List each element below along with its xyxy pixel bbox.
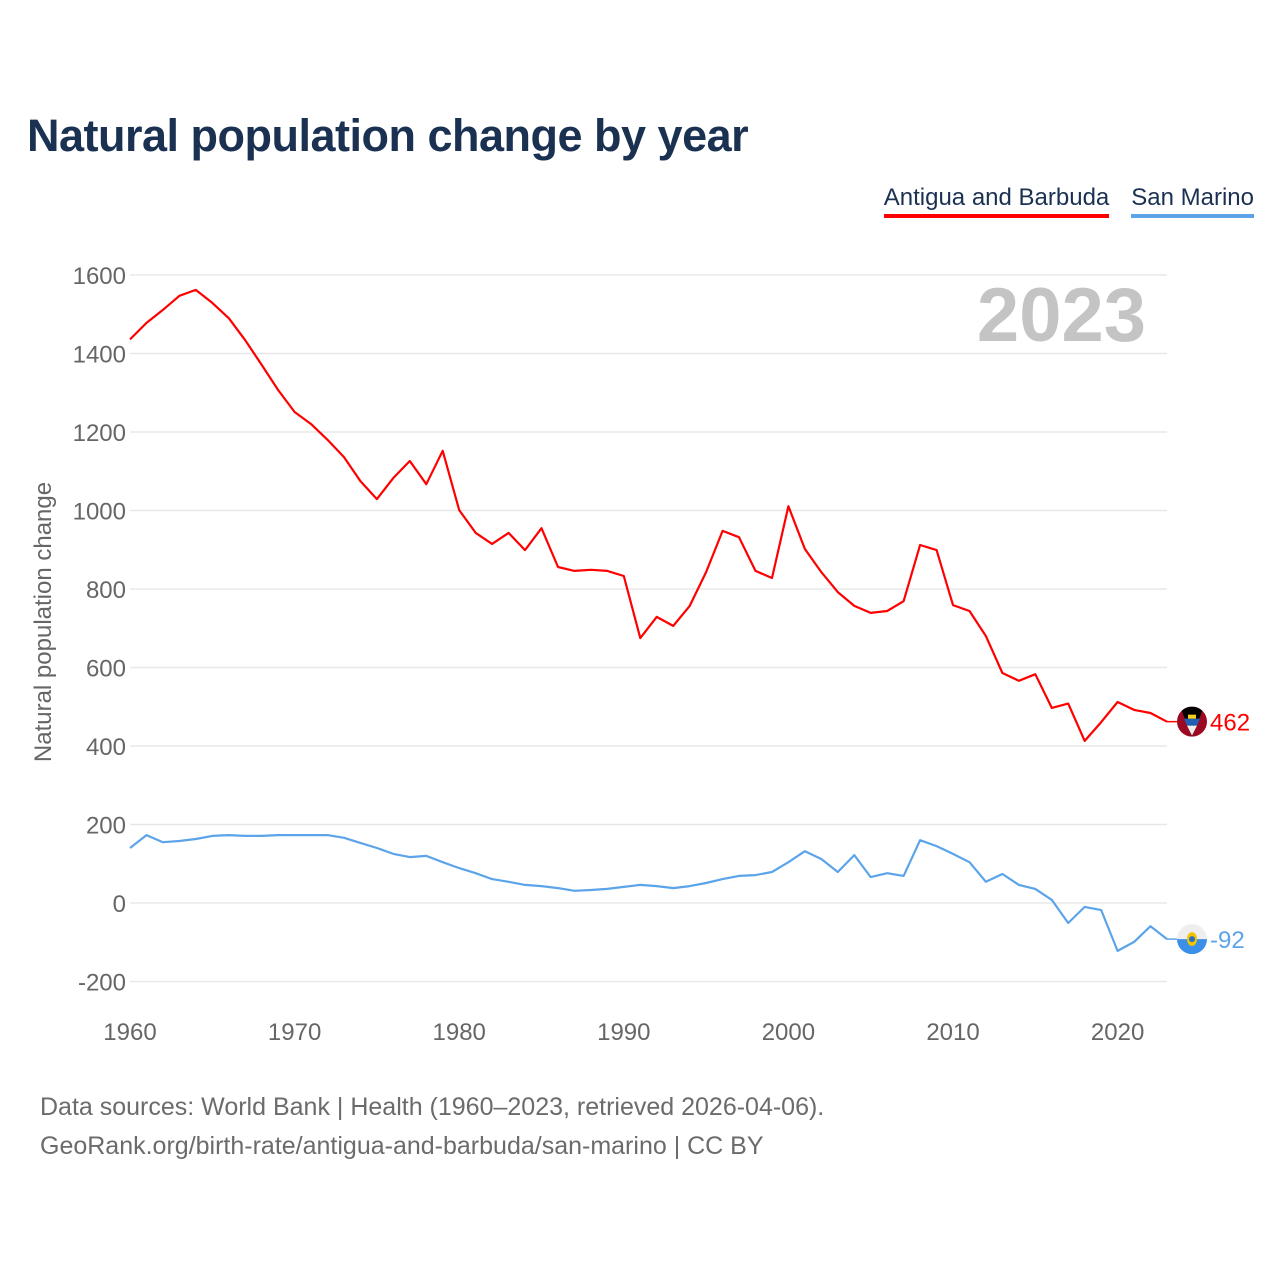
source-note: Data sources: World Bank | Health (1960–… bbox=[40, 1088, 824, 1166]
year-watermark: 2023 bbox=[977, 273, 1146, 358]
legend-item-antigua-and-barbuda[interactable]: Antigua and Barbuda bbox=[883, 184, 1110, 218]
y-tick-label: -200 bbox=[78, 970, 126, 997]
y-tick-label: 1000 bbox=[73, 499, 126, 526]
x-tick-label: 1990 bbox=[597, 1019, 650, 1046]
y-tick-label: 800 bbox=[86, 577, 126, 604]
source-line-1: Data sources: World Bank | Health (1960–… bbox=[40, 1093, 825, 1121]
legend-item-san-marino[interactable]: San Marino bbox=[1131, 184, 1254, 218]
end-value-label: -92 bbox=[1210, 927, 1245, 954]
series-line-san-marino bbox=[129, 833, 1168, 953]
antigua-flag-icon bbox=[1177, 706, 1207, 737]
y-tick-label: 0 bbox=[113, 891, 126, 918]
x-tick-label: 2000 bbox=[762, 1019, 815, 1046]
y-tick-label: 1400 bbox=[73, 342, 126, 369]
end-value-label: 462 bbox=[1210, 710, 1250, 737]
source-line-2[interactable]: GeoRank.org/birth-rate/antigua-and-barbu… bbox=[40, 1132, 764, 1160]
x-tick-label: 2010 bbox=[926, 1019, 979, 1046]
x-tick-label: 1960 bbox=[103, 1019, 156, 1046]
y-tick-label: 200 bbox=[86, 813, 126, 840]
x-tick-label: 2020 bbox=[1091, 1019, 1144, 1046]
x-tick-label: 1970 bbox=[268, 1019, 321, 1046]
y-tick-label: 400 bbox=[86, 734, 126, 761]
legend: Antigua and Barbuda San Marino bbox=[883, 184, 1254, 218]
y-tick-label: 1200 bbox=[73, 420, 126, 447]
series-line-antigua-and-barbuda bbox=[129, 288, 1168, 743]
san-marino-flag-icon bbox=[1177, 924, 1207, 955]
x-tick-label: 1980 bbox=[433, 1019, 486, 1046]
y-tick-label: 600 bbox=[86, 656, 126, 683]
chart-title: Natural population change by year bbox=[27, 110, 749, 161]
y-tick-label: 1600 bbox=[73, 263, 126, 290]
y-axis-label: Natural population change bbox=[30, 482, 57, 762]
